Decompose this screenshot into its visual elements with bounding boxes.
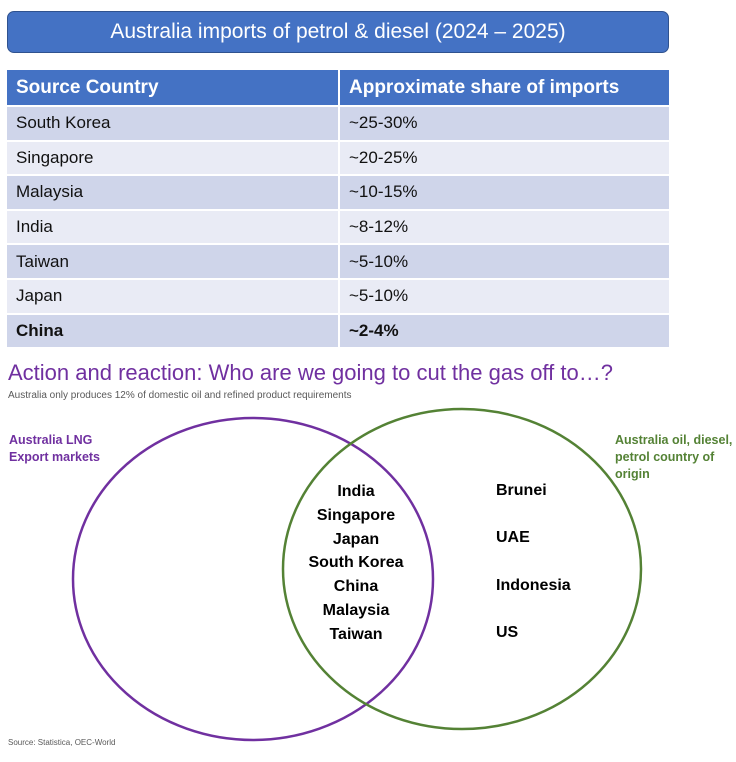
cell-share: ~10-15% [340, 174, 669, 209]
table-row: India ~8-12% [7, 208, 669, 244]
header-share: Approximate share of imports [340, 70, 669, 105]
overlap-country: China [333, 578, 379, 596]
cell-share: ~8-12% [340, 208, 669, 244]
overlap-country: Japan [332, 530, 380, 548]
table-row: Singapore ~20-25% [7, 139, 669, 175]
right-only-country: US [496, 624, 519, 641]
cell-share: ~25-30% [340, 105, 669, 140]
venn-circle-fuel-origin [281, 407, 643, 731]
table-row: Malaysia ~10-15% [7, 174, 669, 209]
cell-share: ~20-25% [340, 139, 669, 175]
overlap-country: Singapore [316, 506, 396, 524]
venn-circle-lng-export [71, 416, 435, 742]
overlap-country: Taiwan [329, 625, 383, 643]
table-header-row: Source Country Approximate share of impo… [7, 70, 669, 105]
cell-country: Singapore [7, 139, 340, 175]
cell-share: ~5-10% [340, 277, 669, 313]
cell-country: Taiwan [7, 243, 340, 278]
cell-country: China [7, 312, 340, 348]
overlap-country: India [337, 483, 375, 500]
overlap-country: Malaysia [322, 601, 390, 619]
imports-table: Source Country Approximate share of impo… [7, 70, 669, 348]
title-banner: Australia imports of petrol & diesel (20… [7, 11, 669, 53]
source-note: Source: Statistica, OEC-World [8, 738, 116, 747]
venn-overlap-list: India Singapore Japan South Korea China … [286, 480, 426, 647]
header-source-country: Source Country [7, 70, 340, 105]
right-only-country: Brunei [496, 482, 547, 499]
venn-label-fuel-origin: Australia oil, diesel, petrol country of… [615, 433, 733, 481]
table-row-highlighted: China ~2-4% [7, 312, 669, 348]
venn-diagram [71, 407, 643, 742]
table-row: Japan ~5-10% [7, 277, 669, 313]
title-text: Australia imports of petrol & diesel (20… [110, 20, 566, 43]
table-row: South Korea ~25-30% [7, 105, 669, 140]
table-row: Taiwan ~5-10% [7, 243, 669, 278]
cell-share: ~2-4% [340, 312, 669, 348]
cell-country: South Korea [7, 105, 340, 140]
venn-label-lng-export: Australia LNG Export markets [9, 433, 101, 464]
cell-share: ~5-10% [340, 243, 669, 278]
section-heading: Action and reaction: Who are we going to… [8, 360, 613, 385]
cell-country: India [7, 208, 340, 244]
cell-country: Japan [7, 277, 340, 313]
right-only-country: Indonesia [496, 577, 571, 594]
right-only-country: UAE [496, 529, 530, 546]
section-subheading: Australia only produces 12% of domestic … [8, 390, 352, 401]
overlap-country: South Korea [308, 554, 404, 572]
cell-country: Malaysia [7, 174, 340, 209]
